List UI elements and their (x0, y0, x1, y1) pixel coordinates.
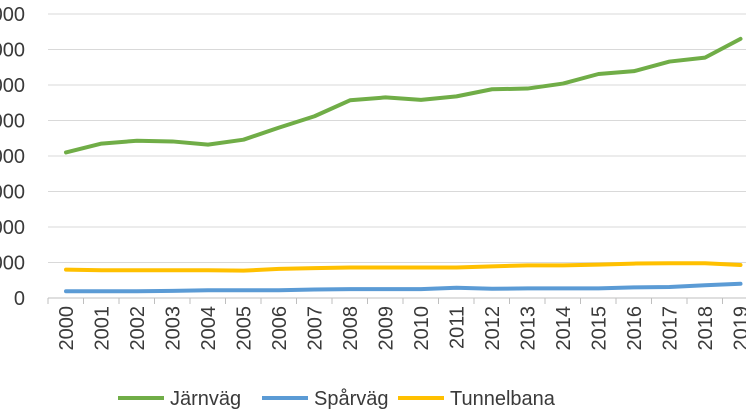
legend-label: Järnväg (170, 388, 241, 410)
y-tick-label: 6000 (0, 75, 25, 97)
x-tick-label: 2017 (660, 306, 682, 351)
x-tick-label: 2012 (482, 306, 504, 351)
x-tick-label: 2006 (269, 306, 291, 351)
x-tick-label: 2001 (92, 306, 114, 351)
x-tick-label: 2008 (340, 306, 362, 351)
series-line-1 (64, 281, 743, 294)
y-tick-label: 8000 (0, 4, 25, 26)
gridlines (48, 13, 746, 263)
series-line-0 (64, 36, 743, 155)
x-tick-label: 2018 (695, 306, 717, 351)
x-tick-label: 2000 (56, 306, 78, 351)
legend-label: Tunnelbana (450, 388, 556, 410)
x-tick-label: 2011 (447, 306, 469, 349)
x-tick-label: 2005 (234, 306, 256, 351)
x-tick-label: 2010 (411, 306, 433, 351)
y-tick-label: 3000 (0, 182, 25, 204)
y-axis-tick-labels: 0 1000 2000 3000 4000 5000 6000 7000 8000 (0, 4, 25, 310)
x-tick-label: 2002 (127, 306, 149, 351)
x-tick-label: 2003 (163, 306, 185, 351)
y-tick-label: 7000 (0, 40, 25, 62)
x-tick-label: 2015 (589, 306, 611, 351)
series-line-2 (64, 261, 743, 273)
y-tick-label: 1000 (0, 253, 25, 275)
x-axis-tick-marks (47, 298, 723, 304)
x-tick-label: 2016 (624, 306, 646, 351)
x-tick-label: 2014 (553, 306, 575, 351)
x-tick-label: 2004 (198, 306, 220, 351)
series-lines (64, 36, 743, 294)
legend: Järnväg Spårväg Tunnelbana (118, 388, 556, 410)
x-tick-label: 2019 (731, 306, 746, 351)
y-tick-label: 4000 (0, 146, 25, 168)
y-tick-label: 2000 (0, 217, 25, 239)
y-tick-label: 0 (14, 288, 25, 310)
y-tick-label: 5000 (0, 111, 25, 133)
x-axis-tick-labels: 2000 2001 2002 2003 2004 2005 2006 2007 2008 2009… (56, 306, 746, 351)
x-tick-label: 2007 (305, 306, 327, 351)
x-tick-label: 2009 (376, 306, 398, 351)
x-tick-label: 2013 (518, 306, 540, 351)
legend-label: Spårväg (314, 388, 389, 410)
